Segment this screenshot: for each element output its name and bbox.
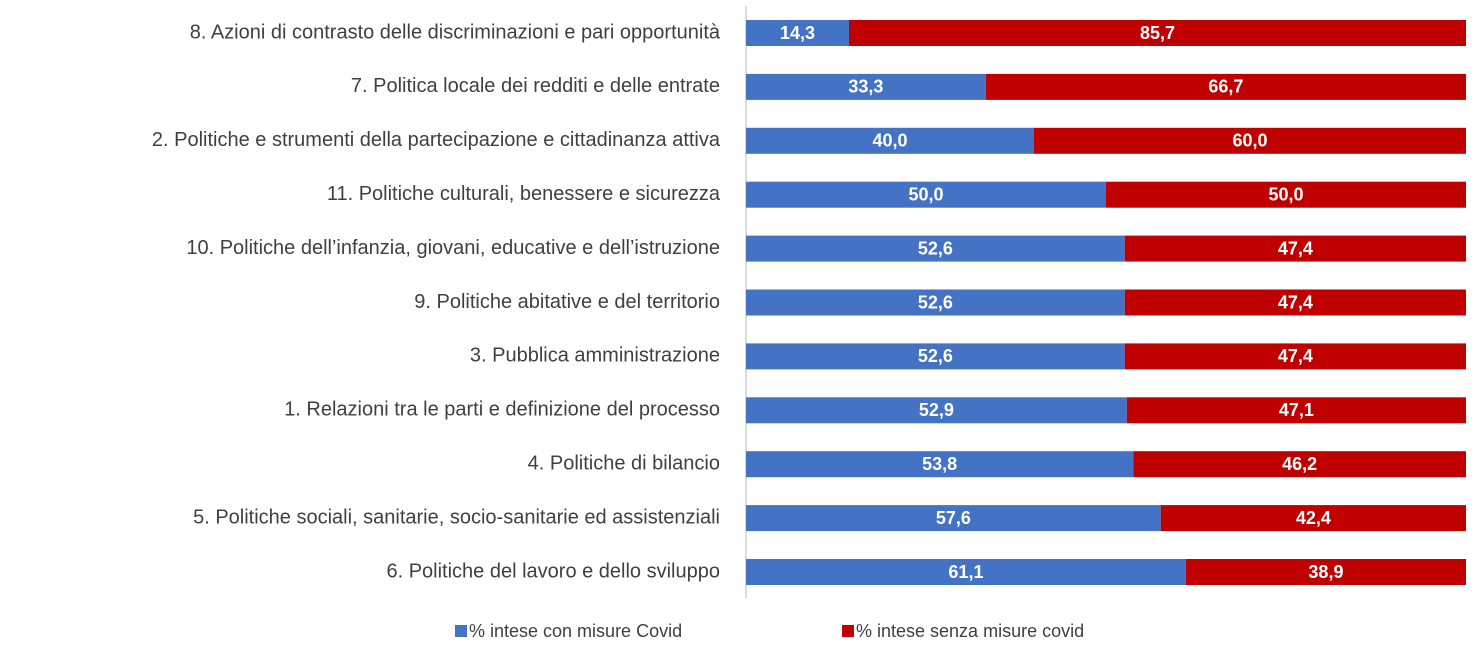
bar-segment [848,20,1466,46]
data-label: 60,0 [1232,131,1267,151]
bar-segment [746,343,1125,370]
data-label: 52,6 [918,292,953,312]
data-label: 57,6 [936,508,971,528]
bar-segment [985,73,1466,100]
data-label: 61,1 [948,562,983,582]
bar-segment [1124,343,1466,370]
legend-label: % intese con misure Covid [469,621,682,641]
data-label: 85,7 [1140,23,1175,43]
y-tick-label: 11. Politiche culturali, benessere e sic… [327,183,721,205]
bar-segment [746,20,849,46]
data-label: 47,1 [1279,400,1314,420]
bar-segment [1124,235,1466,262]
bar-segment [1133,451,1466,478]
data-label: 50,0 [908,184,943,204]
data-label: 47,4 [1278,346,1313,366]
bar-segment [746,397,1127,424]
y-tick-label: 9. Politiche abitative e del territorio [414,291,720,313]
y-tick-label: 10. Politiche dell’infanzia, giovani, ed… [186,237,720,259]
bar-segment [1185,559,1466,585]
bar-segment [746,73,986,100]
bar-segment [746,235,1125,262]
bar-segment [1106,181,1466,208]
bar-segment [1124,289,1466,316]
legend-label: % intese senza misure covid [856,621,1084,641]
y-tick-label: 2. Politiche e strumenti della partecipa… [152,129,721,151]
data-label: 52,9 [919,400,954,420]
y-tick-label: 3. Pubblica amministrazione [470,345,720,367]
data-label: 14,3 [780,23,815,43]
data-label: 42,4 [1296,508,1331,528]
bar-segment [1126,397,1466,424]
bar-segment [746,559,1186,585]
data-label: 47,4 [1278,238,1313,258]
y-tick-label: 7. Politica locale dei redditi e delle e… [351,75,720,97]
bar-segment [746,127,1034,154]
bar-segment [746,289,1125,316]
bar-segment [1034,127,1466,154]
legend-swatch [455,625,467,637]
data-label: 50,0 [1268,184,1303,204]
y-tick-label: 1. Relazioni tra le parti e definizione … [284,399,720,421]
y-tick-label: 8. Azioni di contrasto delle discriminaz… [190,21,721,43]
y-tick-label: 6. Politiche del lavoro e dello sviluppo [386,560,720,582]
legend-swatch [842,625,854,637]
bar-segment [1160,505,1466,532]
data-label: 66,7 [1208,77,1243,97]
data-label: 38,9 [1308,562,1343,582]
data-label: 52,6 [918,346,953,366]
y-tick-label: 4. Politiche di bilancio [528,452,720,474]
data-label: 33,3 [848,77,883,97]
data-label: 46,2 [1282,454,1317,474]
data-label: 47,4 [1278,292,1313,312]
bar-segment [746,451,1134,478]
y-tick-label: 5. Politiche sociali, sanitarie, socio-s… [193,506,720,528]
bar-segment [746,181,1106,208]
bar-segment [746,505,1161,532]
data-label: 53,8 [922,454,957,474]
data-label: 40,0 [872,131,907,151]
data-label: 52,6 [918,238,953,258]
